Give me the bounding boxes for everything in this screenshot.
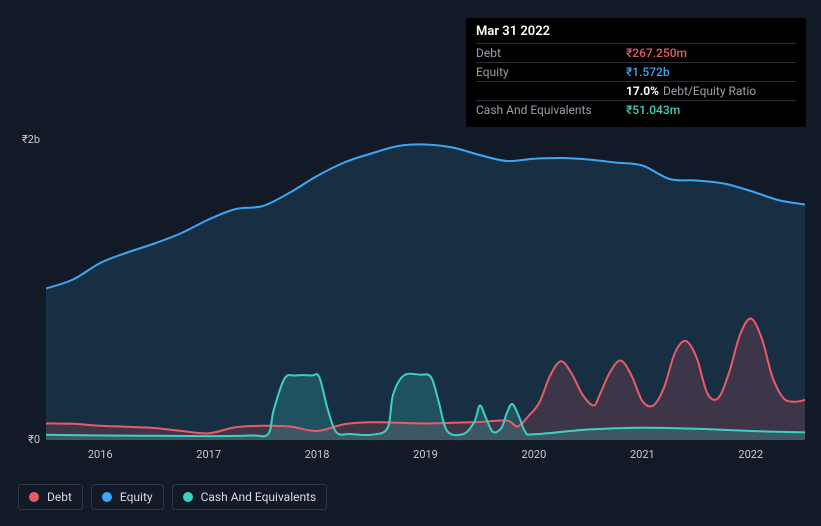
legend-dot-icon — [183, 492, 193, 502]
chart-tooltip: Mar 31 2022 Debt₹267.250mEquity₹1.572b17… — [466, 18, 806, 127]
y-axis-label: ₹0 — [0, 433, 40, 446]
chart-plot — [46, 140, 805, 440]
tooltip-label: Cash And Equivalents — [476, 103, 626, 117]
x-axis-label: 2018 — [305, 448, 330, 461]
tooltip-label: Debt — [476, 46, 626, 60]
x-axis-label: 2020 — [522, 448, 547, 461]
tooltip-value: 17.0%Debt/Equity Ratio — [626, 84, 756, 98]
tooltip-row: 17.0%Debt/Equity Ratio — [476, 81, 796, 100]
tooltip-label: Equity — [476, 65, 626, 79]
chart-legend: Debt Equity Cash And Equivalents — [18, 484, 327, 510]
x-axis-label: 2016 — [88, 448, 113, 461]
legend-item-equity[interactable]: Equity — [91, 484, 164, 510]
tooltip-value: ₹267.250m — [626, 46, 687, 60]
tooltip-label — [476, 84, 626, 98]
legend-dot-icon — [102, 492, 112, 502]
x-axis-label: 2022 — [738, 448, 763, 461]
legend-item-cash-and-equivalents[interactable]: Cash And Equivalents — [172, 484, 328, 510]
tooltip-title: Mar 31 2022 — [476, 24, 796, 39]
legend-label: Cash And Equivalents — [201, 490, 317, 504]
legend-label: Debt — [47, 490, 72, 504]
tooltip-value: ₹51.043m — [626, 103, 680, 117]
legend-label: Equity — [120, 490, 153, 504]
legend-item-debt[interactable]: Debt — [18, 484, 83, 510]
tooltip-row: Cash And Equivalents₹51.043m — [476, 100, 796, 119]
y-axis-label: ₹2b — [0, 133, 40, 146]
tooltip-value: ₹1.572b — [626, 65, 670, 79]
x-axis-label: 2019 — [413, 448, 438, 461]
x-axis-label: 2021 — [630, 448, 655, 461]
x-axis-label: 2017 — [196, 448, 221, 461]
legend-dot-icon — [29, 492, 39, 502]
tooltip-row: Debt₹267.250m — [476, 43, 796, 62]
tooltip-row: Equity₹1.572b — [476, 62, 796, 81]
